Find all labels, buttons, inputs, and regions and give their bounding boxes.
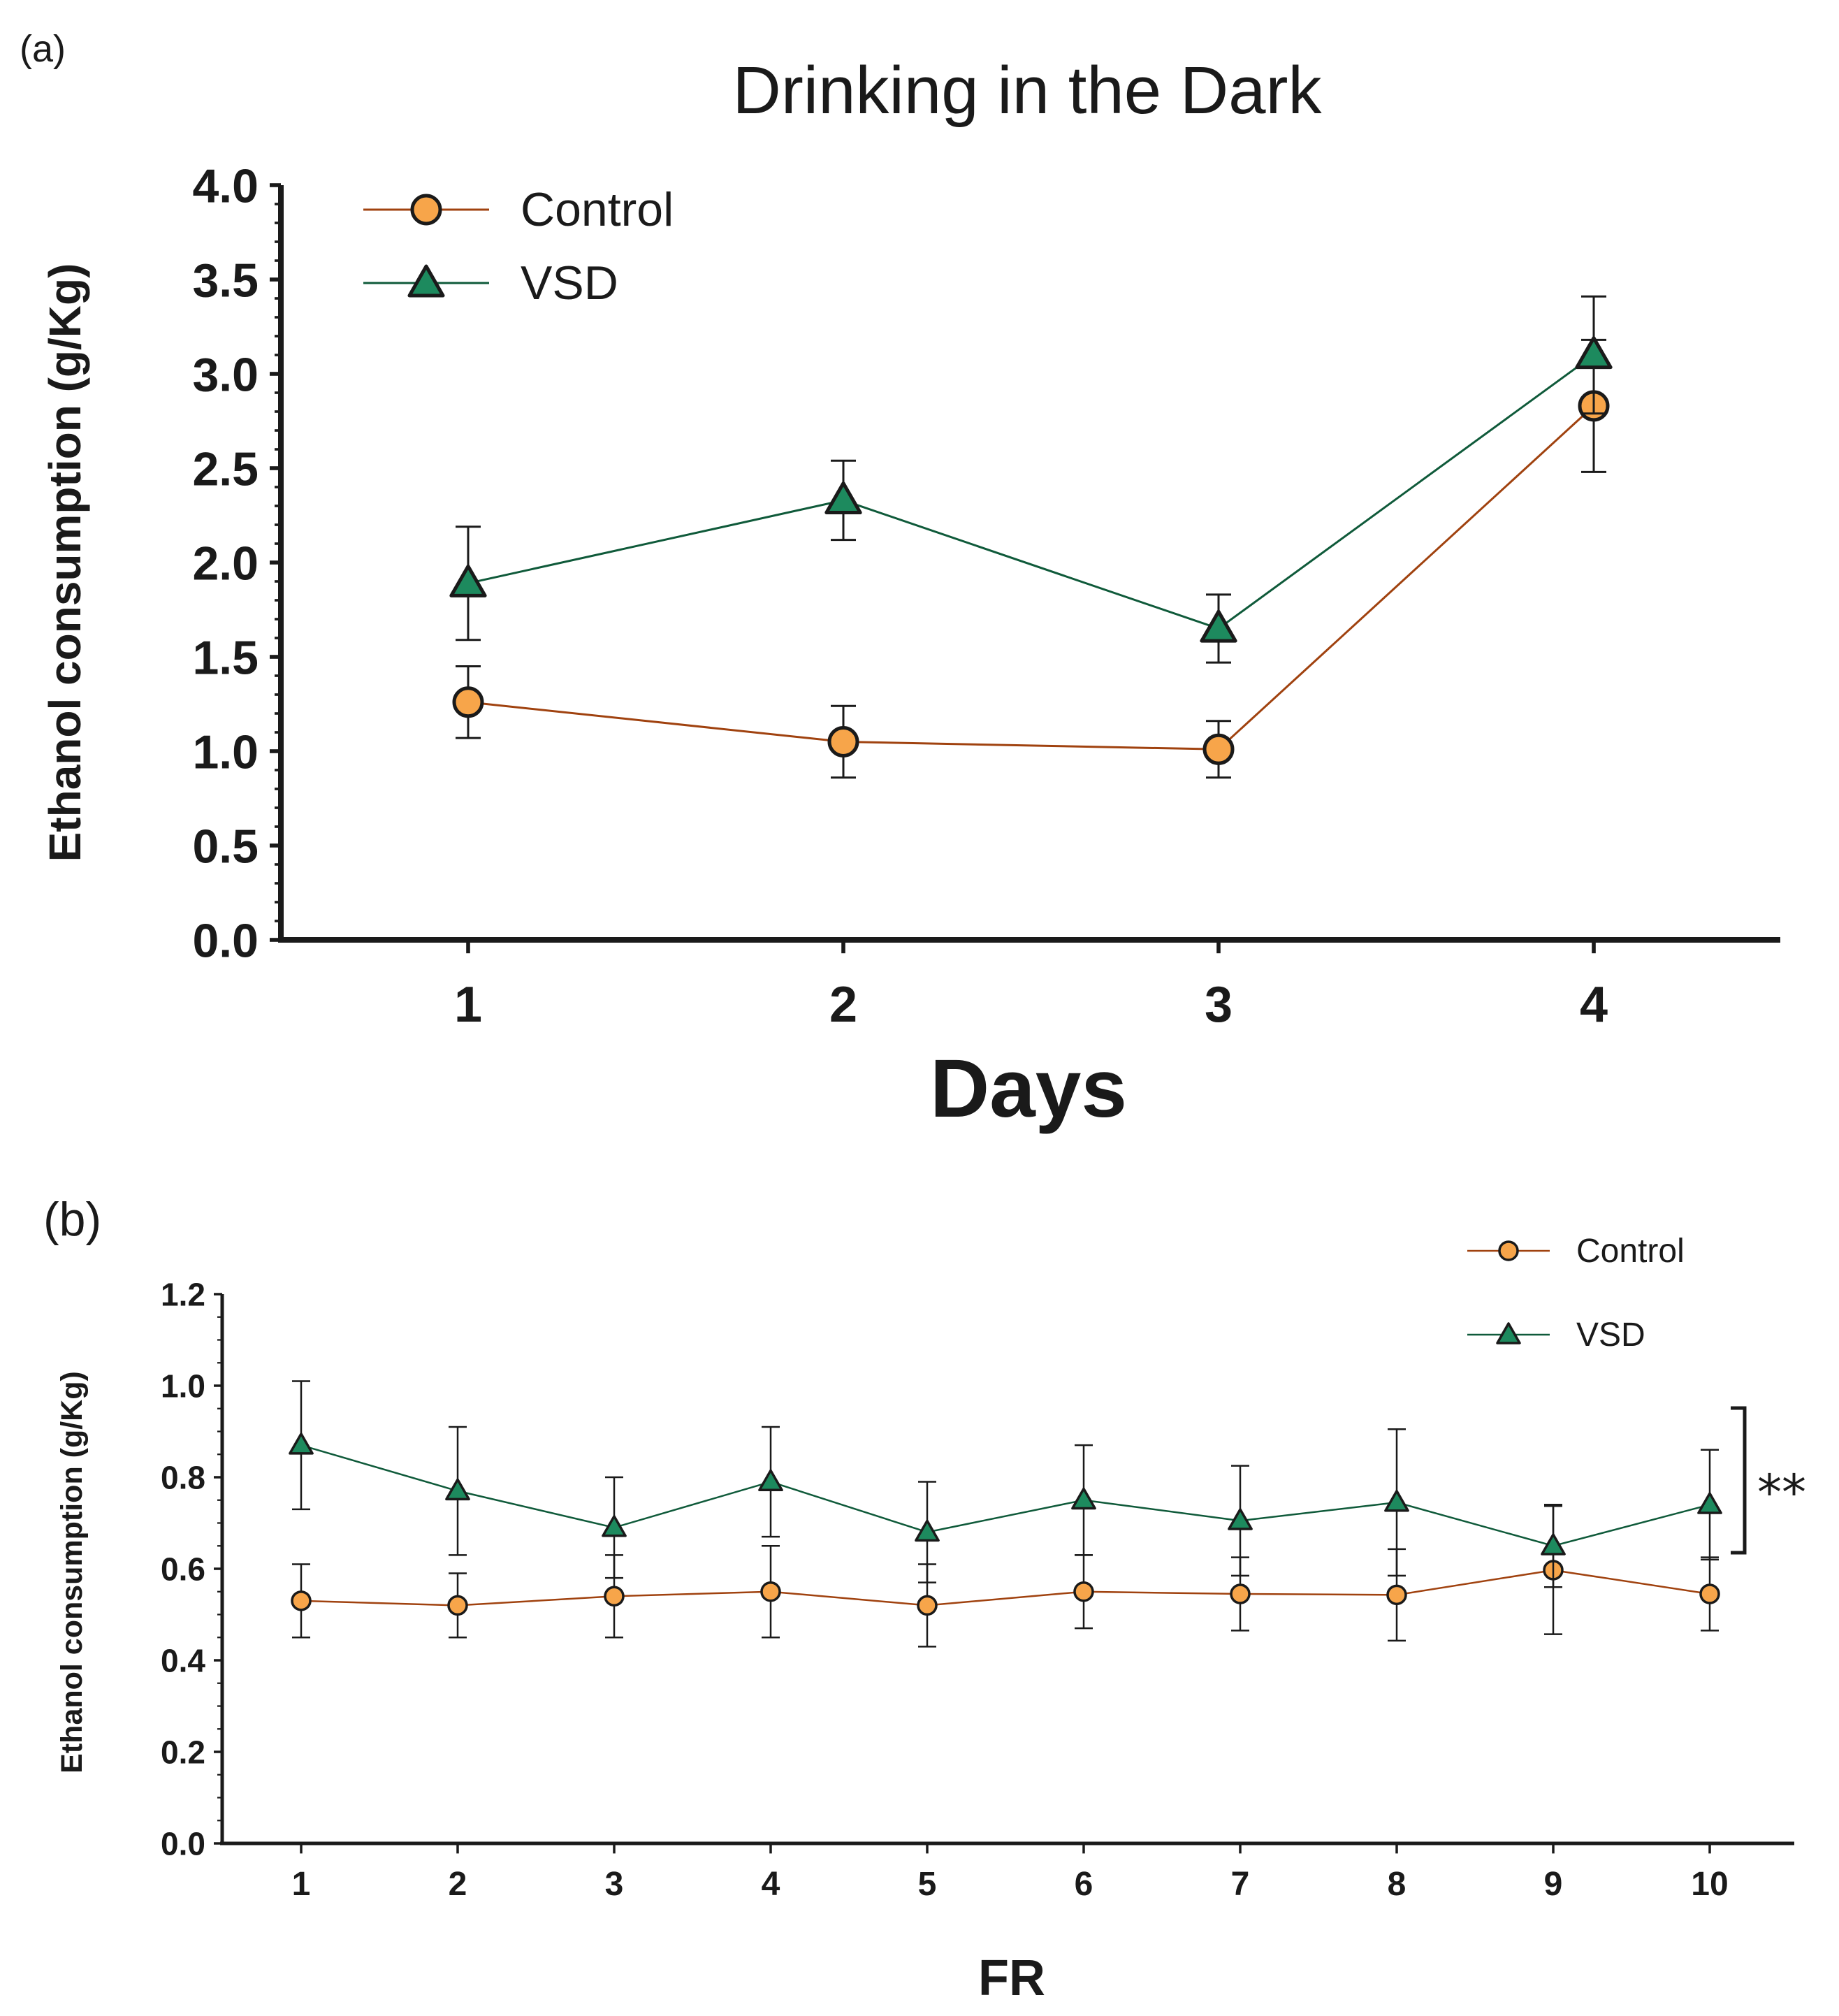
data-point <box>1200 609 1237 643</box>
y-tick-label: 1.5 <box>192 631 259 684</box>
y-tick-label: 2.5 <box>192 442 259 495</box>
x-tick-label: 3 <box>605 1866 624 1903</box>
data-point <box>291 1590 312 1611</box>
panel-a: (a) Drinking in the Dark 0.0 0.5 1.0 1.5 2.0… <box>20 28 1780 1135</box>
panel-b-label: (b) <box>43 1193 101 1246</box>
data-point <box>915 1519 940 1542</box>
data-point <box>452 686 484 718</box>
x-tick-label: 8 <box>1388 1866 1406 1903</box>
x-tick-label: 4 <box>1580 977 1608 1033</box>
y-tick-label: 2.0 <box>192 537 259 590</box>
series-line <box>300 1444 1710 1547</box>
data-point <box>758 1469 783 1492</box>
legend-marker-control-b <box>1498 1240 1519 1261</box>
series-control <box>291 1505 1720 1648</box>
legend-item-vsd-b: VSD <box>1467 1317 1645 1354</box>
significance-bracket: ** <box>1731 1406 1806 1555</box>
data-point <box>827 726 859 757</box>
legend-marker-vsd-b <box>1496 1322 1521 1344</box>
legend-label-control-b: Control <box>1576 1233 1685 1270</box>
x-tick-label: 2 <box>829 977 857 1033</box>
series-control <box>452 338 1610 779</box>
y-tick-label: 3.5 <box>192 254 259 307</box>
data-point <box>602 1515 627 1537</box>
x-tick-label: 6 <box>1075 1866 1093 1903</box>
data-point <box>1071 1487 1096 1510</box>
legend-b: Control VSD <box>1467 1233 1685 1354</box>
significance-marker: ** <box>1757 1464 1806 1521</box>
x-tick-label: 7 <box>1231 1866 1250 1903</box>
y-tick-label: 0.0 <box>192 914 259 967</box>
data-point <box>289 1433 314 1455</box>
data-point <box>604 1586 625 1607</box>
y-tick-label: 3.0 <box>192 348 259 401</box>
data-point <box>449 564 487 597</box>
y-axis-label-b: Ethanol consumption (g/Kg) <box>55 1371 89 1774</box>
y-ticks-b: 0.0 0.2 0.4 0.6 0.8 1.0 1.2 <box>161 1277 222 1862</box>
data-point <box>1541 1533 1566 1555</box>
legend-a: Control VSD <box>363 183 674 310</box>
y-tick-label: 0.2 <box>161 1734 205 1771</box>
data-point <box>1697 1492 1722 1514</box>
x-tick-label: 5 <box>918 1866 937 1903</box>
data-point <box>760 1581 781 1602</box>
x-tick-label: 1 <box>454 977 482 1033</box>
series-vsd <box>289 1380 1722 1588</box>
data-point <box>1575 336 1613 370</box>
y-tick-label: 1.0 <box>161 1368 205 1405</box>
data-point <box>1384 1490 1409 1512</box>
data-point <box>1228 1508 1253 1530</box>
x-tick-label: 10 <box>1691 1866 1728 1903</box>
data-point <box>447 1595 468 1616</box>
x-tick-label: 1 <box>292 1866 311 1903</box>
series-line <box>467 405 1595 750</box>
x-axis-label-a: Days <box>930 1043 1127 1135</box>
y-tick-label: 0.5 <box>192 820 259 873</box>
y-tick-label: 1.0 <box>192 725 259 778</box>
y-tick-label: 0.8 <box>161 1460 205 1496</box>
y-tick-label: 1.2 <box>161 1277 205 1313</box>
series-line <box>467 354 1594 630</box>
panel-a-label: (a) <box>20 28 66 70</box>
data-point <box>824 481 862 515</box>
x-ticks-b: 1 2 3 4 5 6 7 8 9 10 <box>292 1843 1729 1903</box>
legend-marker-control-a <box>410 194 442 226</box>
x-axis-label-b: FR <box>978 1950 1045 2006</box>
legend-label-vsd-b: VSD <box>1576 1317 1645 1354</box>
y-tick-label: 0.4 <box>161 1643 205 1679</box>
y-tick-label: 0.0 <box>161 1826 205 1862</box>
legend-item-control-a: Control <box>363 183 674 236</box>
x-tick-label: 2 <box>449 1866 467 1903</box>
legend-marker-vsd-a <box>407 264 445 298</box>
significance-bracket-line <box>1731 1406 1747 1555</box>
data-point <box>1699 1583 1720 1604</box>
data-point <box>1202 733 1235 765</box>
x-tick-label: 9 <box>1544 1866 1563 1903</box>
legend-item-control-b: Control <box>1467 1233 1685 1270</box>
series-line <box>300 1569 1710 1607</box>
y-ticks-a: 0.0 0.5 1.0 1.5 2.0 2.5 3.0 3.5 4.0 <box>192 159 281 967</box>
x-tick-label: 3 <box>1205 977 1233 1033</box>
series-vsd <box>449 295 1613 664</box>
data-point <box>1230 1583 1251 1604</box>
data-point <box>445 1478 470 1501</box>
chart-title: Drinking in the Dark <box>733 53 1323 128</box>
legend-item-vsd-a: VSD <box>363 256 618 310</box>
x-tick-label: 4 <box>762 1866 780 1903</box>
y-axis-label-a: Ethanol consumption (g/Kg) <box>40 263 90 862</box>
panel-b: (b) 0.0 0.2 0.4 0.6 0.8 1.0 1.2 1 2 3 4 5 6 7 8 9 10 Et… <box>43 1193 1806 2006</box>
series-b <box>289 1380 1722 1648</box>
data-point <box>1073 1581 1094 1602</box>
legend-label-control-a: Control <box>521 183 674 236</box>
data-point <box>917 1595 938 1616</box>
data-point <box>1386 1584 1407 1606</box>
y-tick-label: 4.0 <box>192 159 259 212</box>
legend-label-vsd-a: VSD <box>521 256 618 310</box>
series-a <box>449 295 1613 779</box>
x-ticks-a: 1 2 3 4 <box>454 940 1608 1033</box>
y-tick-label: 0.6 <box>161 1551 205 1588</box>
